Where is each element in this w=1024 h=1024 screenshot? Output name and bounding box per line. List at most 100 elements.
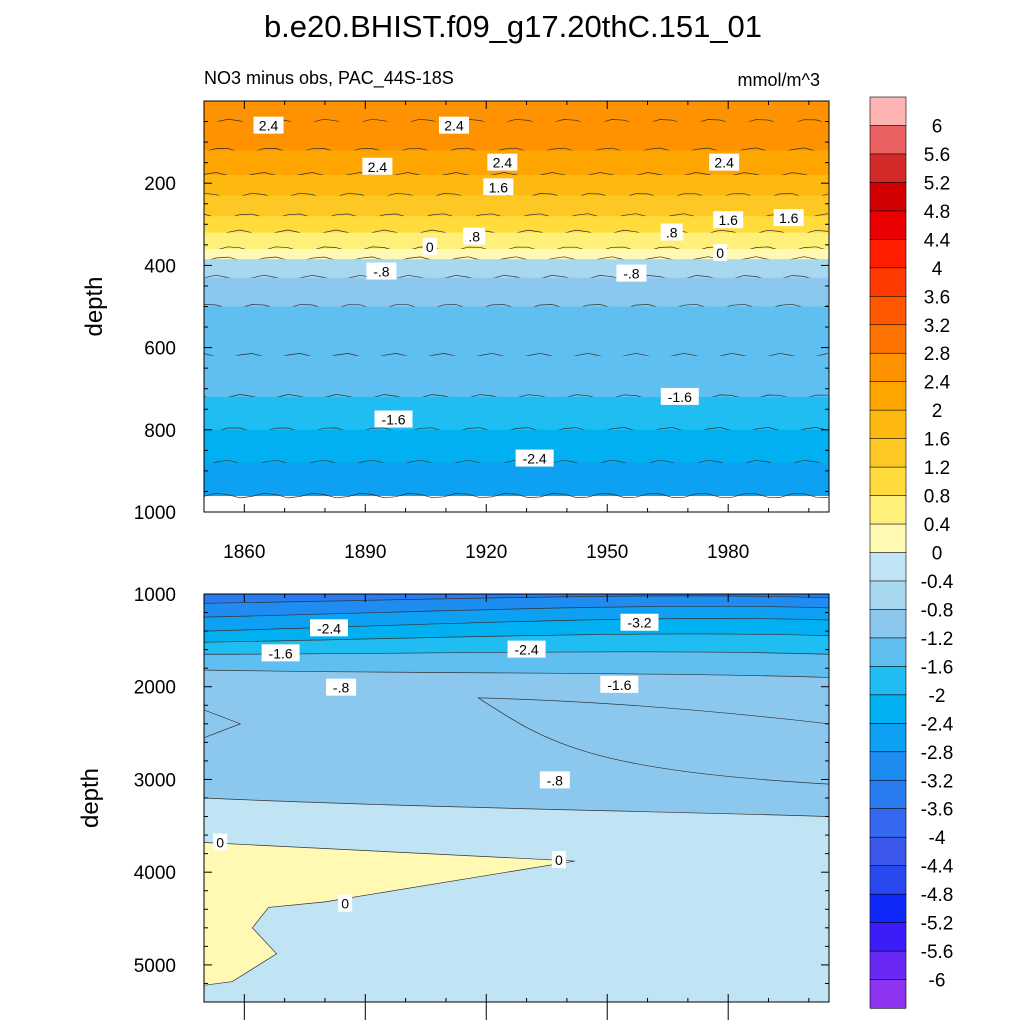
upper-band-11 <box>204 355 829 398</box>
colorbar-swatch <box>869 295 907 326</box>
colorbar-label: 0.8 <box>924 487 950 508</box>
colorbar-label: -4.4 <box>921 857 954 878</box>
contour-label: 1.6 <box>773 209 804 227</box>
svg-text:-.8: -.8 <box>547 772 564 788</box>
contour-label: -.8 <box>366 262 397 280</box>
colorbar-label: 4.4 <box>924 230 951 251</box>
colorbar-label: -5.6 <box>921 942 954 963</box>
upper-band-9 <box>204 277 829 307</box>
colorbar-label: 6 <box>932 116 943 137</box>
lower-y-tick-label: 4000 <box>134 863 176 884</box>
svg-text:1.6: 1.6 <box>718 212 738 228</box>
lower-contour-panel: 1000 2000 3000 4000 5000 depth -2.4 -1.6 -2.4 -3.… <box>77 585 830 1020</box>
svg-text:0: 0 <box>716 245 724 261</box>
svg-text:0: 0 <box>216 835 224 851</box>
upper-y-tick-label: 400 <box>144 256 176 277</box>
colorbar-swatch <box>869 324 907 354</box>
lower-y-tick-label: 2000 <box>134 678 176 699</box>
colorbar-swatch <box>869 552 907 582</box>
colorbar-label: -5.2 <box>921 914 954 935</box>
colorbar-swatch <box>869 495 907 525</box>
colorbar-swatch <box>869 409 907 440</box>
contour-label: -.8 <box>616 264 647 282</box>
contour-label: 2.4 <box>709 153 740 171</box>
colorbar-label: -6 <box>929 971 946 992</box>
contour-label: 2.4 <box>362 157 393 175</box>
colorbar-label: -0.8 <box>921 600 954 621</box>
colorbar-swatch <box>869 267 907 297</box>
colorbar-swatch <box>869 352 907 383</box>
lower-left-wedge <box>204 709 242 739</box>
colorbar-label: 3.2 <box>924 316 950 337</box>
colorbar-swatch <box>869 865 907 895</box>
colorbar-swatch <box>869 637 907 667</box>
contour-label: 0 <box>338 894 353 912</box>
colorbar-label: 2 <box>932 401 943 422</box>
svg-text:0: 0 <box>426 239 434 255</box>
colorbar-label: -4 <box>929 828 946 849</box>
subtitle-units: mmol/m^3 <box>738 70 820 90</box>
colorbar-swatch <box>869 836 907 867</box>
colorbar-label: -1.6 <box>921 657 954 678</box>
contour-label: 0 <box>551 851 566 869</box>
lower-y-tick-label: 5000 <box>134 956 176 977</box>
svg-text:.8: .8 <box>666 225 678 241</box>
contour-label: -2.4 <box>310 619 348 637</box>
upper-band-1 <box>204 121 829 151</box>
upper-contour-line <box>204 492 829 499</box>
svg-text:2.4: 2.4 <box>714 155 734 171</box>
upper-x-tick-label: 1980 <box>707 542 749 563</box>
svg-text:-1.6: -1.6 <box>668 389 692 405</box>
contour-label: .8 <box>463 227 486 245</box>
upper-band-7 <box>204 248 829 260</box>
upper-y-tick-label: 600 <box>144 339 176 360</box>
svg-text:.8: .8 <box>468 229 480 245</box>
upper-y-axis-label: depth <box>81 276 108 336</box>
contour-label: 2.4 <box>439 116 469 134</box>
colorbar-label: -0.4 <box>921 572 954 593</box>
colorbar-swatch <box>869 751 907 781</box>
svg-text:0: 0 <box>341 896 349 912</box>
colorbar-swatch <box>869 808 907 838</box>
svg-text:2.4: 2.4 <box>259 118 279 134</box>
colorbar-swatch <box>869 210 907 240</box>
colorbar-label: -2.4 <box>921 714 954 735</box>
upper-y-tick-label: 200 <box>144 174 176 195</box>
upper-band-8 <box>204 259 829 279</box>
colorbar-swatch <box>869 466 907 497</box>
colorbar-label: 4.8 <box>924 202 950 223</box>
svg-text:2.4: 2.4 <box>368 159 388 175</box>
colorbar-swatch <box>869 723 907 753</box>
colorbar-swatch <box>869 893 907 924</box>
svg-text:-3.2: -3.2 <box>627 615 651 631</box>
colorbar-swatch <box>869 182 907 212</box>
colorbar-label: -4.8 <box>921 885 954 906</box>
lower-band-1 <box>204 594 829 604</box>
contour-label: -2.4 <box>515 449 554 467</box>
colorbar-label: 1.6 <box>924 430 950 451</box>
subtitle-left: NO3 minus obs, PAC_44S-18S <box>204 68 454 89</box>
colorbar-swatch <box>869 694 907 724</box>
colorbar-label: -2 <box>929 686 946 707</box>
colorbar-label: 5.6 <box>924 145 950 166</box>
contour-label: 0 <box>213 833 228 851</box>
svg-text:-1.6: -1.6 <box>607 677 631 693</box>
colorbar-swatch <box>869 153 907 184</box>
contour-label: 1.6 <box>483 178 514 196</box>
colorbar-swatch <box>869 96 907 127</box>
lower-y-tick-label: 1000 <box>134 585 176 606</box>
colorbar-label: 2.8 <box>924 344 950 365</box>
lower-positive-region <box>204 842 576 986</box>
upper-y-tick-label: 800 <box>144 421 176 442</box>
contour-label: -1.6 <box>374 410 413 428</box>
svg-text:-.8: -.8 <box>373 264 390 280</box>
contour-label: 0 <box>713 244 728 262</box>
svg-text:1.6: 1.6 <box>489 179 509 195</box>
svg-text:-1.6: -1.6 <box>381 412 405 428</box>
colorbar: 6 5.6 5.2 4.8 4.4 4 3.6 3.2 2.8 2.4 2 1.6 1.2 0.8 0.4 0… <box>869 96 954 1009</box>
contour-label: .8 <box>660 223 683 241</box>
svg-text:2.4: 2.4 <box>493 155 513 171</box>
upper-band-10 <box>204 306 829 357</box>
svg-text:-1.6: -1.6 <box>269 645 293 661</box>
